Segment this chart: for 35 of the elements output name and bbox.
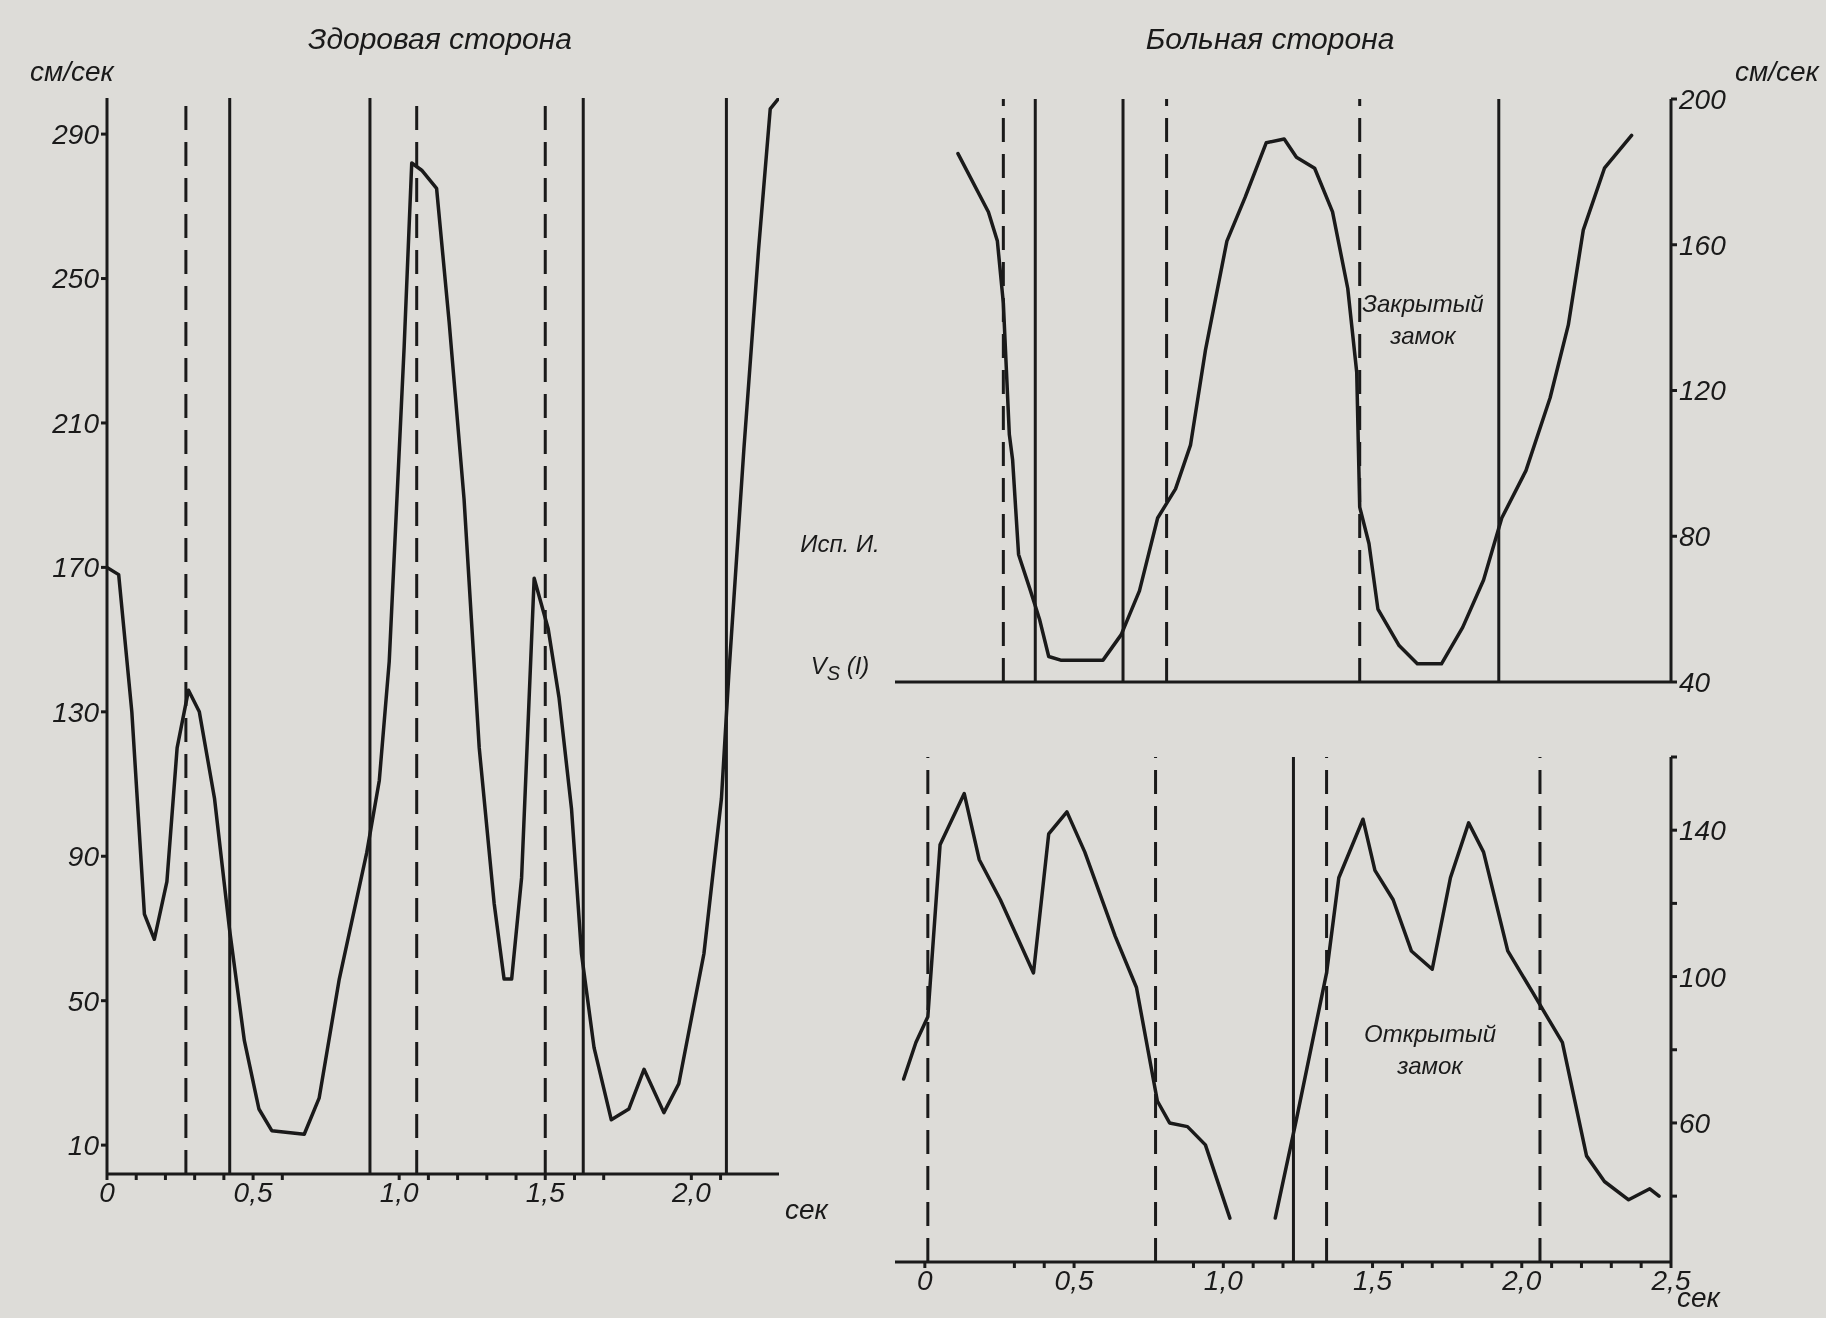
y2-tick-label: 40 (1679, 666, 1711, 698)
y-axis-title: см/сек (30, 56, 114, 88)
y-tick-label: 90 (67, 841, 100, 873)
text: Исп. И. (799, 529, 881, 559)
y2-tick-label: 80 (1679, 521, 1711, 553)
x-tick-label: 0 (917, 1264, 934, 1296)
chart-title: Больная сторона (1145, 22, 1395, 56)
x-tick-label: 2,0 (1501, 1264, 1542, 1296)
y2-axis-title: см/сек (1735, 56, 1819, 88)
x-tick-label: 2,0 (670, 1176, 712, 1208)
x-axis-title: сек (785, 1193, 830, 1225)
x-tick-label: 0 (99, 1176, 116, 1208)
y-tick-label: 250 (51, 263, 100, 295)
annotation: Закрытый замок (1361, 289, 1485, 351)
y-tick-label: 210 (51, 407, 100, 439)
y2-tick-label: 140 (1679, 815, 1727, 847)
chart-title: Здоровая сторона (308, 22, 572, 56)
y-tick-label: 290 (51, 119, 100, 151)
x-tick-label: 1,5 (525, 1176, 566, 1208)
y-tick-label: 130 (52, 696, 100, 728)
y2-tick-label: 200 (1678, 83, 1727, 115)
y-tick-label: 10 (67, 1130, 100, 1162)
annotation: Открытый замок (1363, 1019, 1497, 1081)
y2-tick-label: 160 (1679, 229, 1727, 261)
y2-tick-label: 120 (1679, 375, 1727, 407)
x-tick-label: 1,0 (379, 1176, 420, 1208)
y2-tick-label: 60 (1679, 1107, 1711, 1139)
x-tick-label: 1,5 (1353, 1264, 1393, 1296)
y-tick-label: 170 (52, 552, 100, 584)
x-tick-label: 0,5 (1054, 1264, 1094, 1296)
y-tick-label: 50 (67, 985, 100, 1017)
y2-tick-label: 100 (1679, 961, 1727, 993)
x-tick-label: 1,0 (1203, 1264, 1244, 1296)
x-tick-label: 0,5 (233, 1176, 273, 1208)
text: V$_{S}$ (I) (809, 651, 871, 686)
